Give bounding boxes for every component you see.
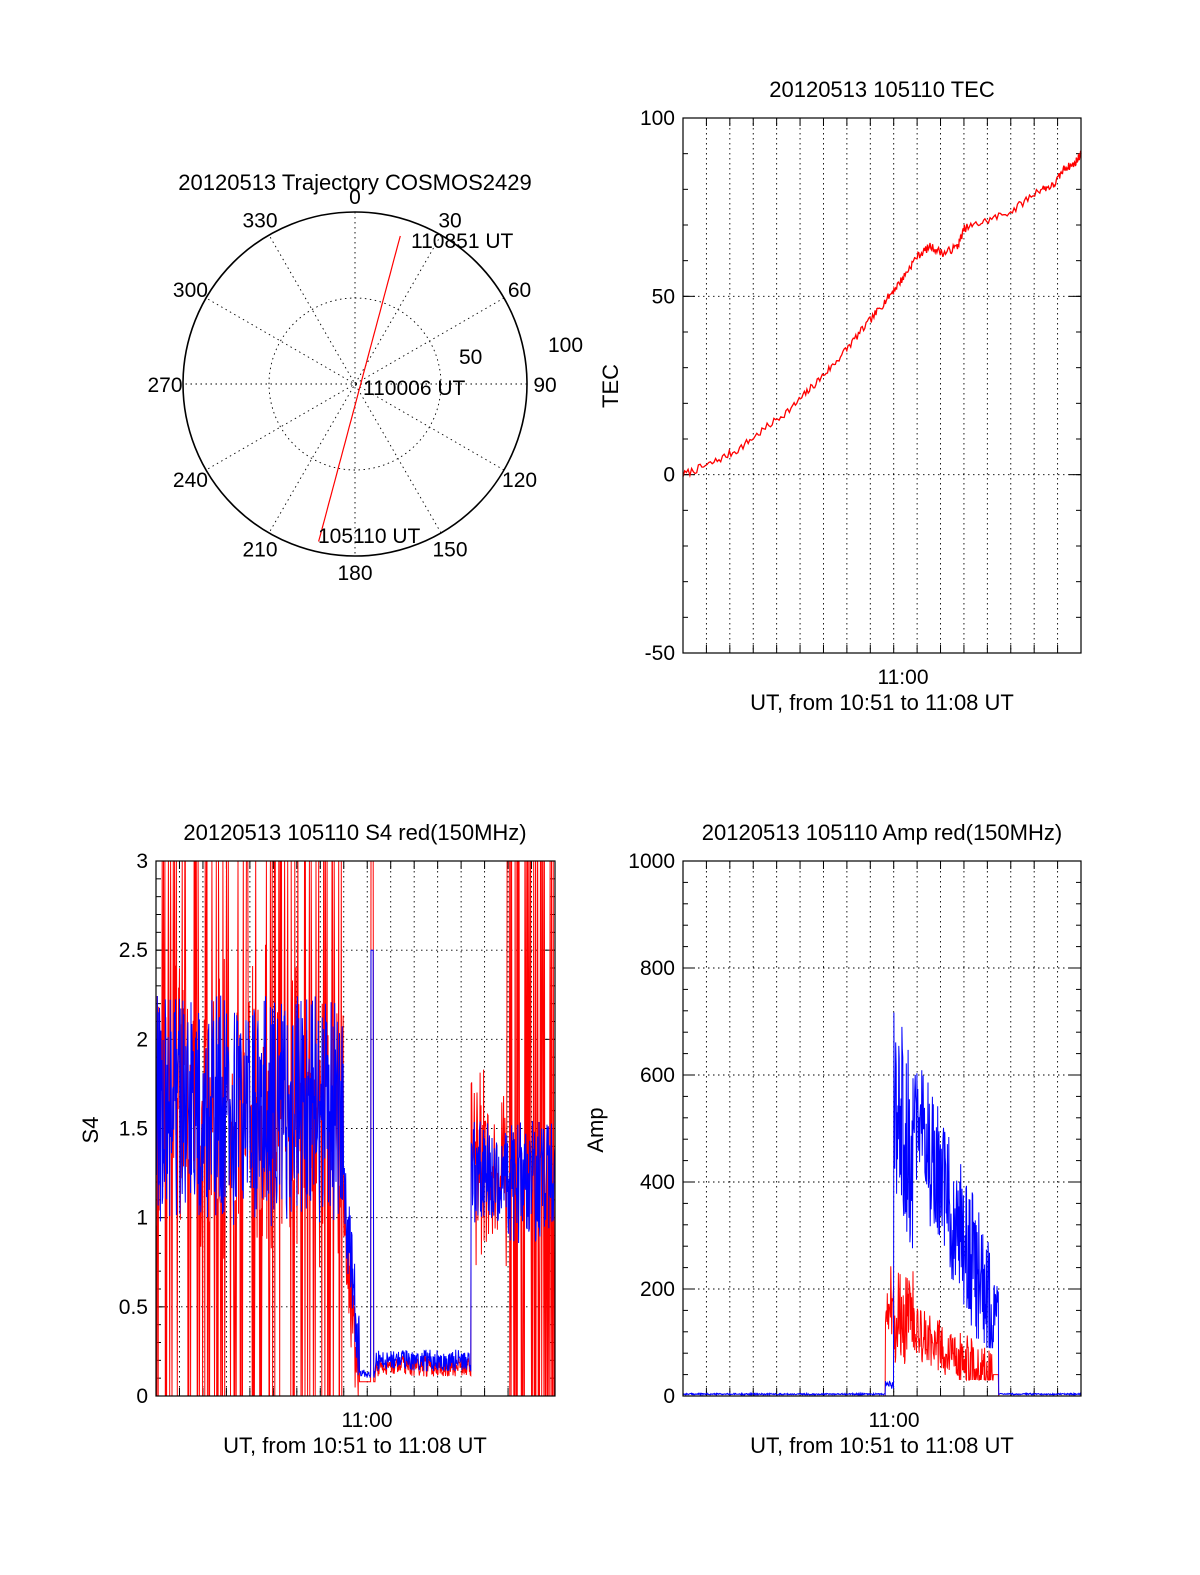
s4-chart: 20120513 105110 S4 red(150MHz) 0 0.5 1 1.5 2…	[78, 820, 556, 1458]
polar-trajectory-line	[318, 235, 401, 542]
polar-angle-label: 60	[508, 279, 531, 302]
amp-x-axis-label: UT, from 10:51 to 11:08 UT	[750, 1433, 1014, 1458]
y-tick-label: 0	[136, 1385, 148, 1408]
y-tick-label: 50	[652, 285, 675, 308]
amp-plot-frame	[682, 860, 1082, 1397]
amp-grid	[683, 861, 1082, 1396]
tec-x-tick-label: 11:00	[878, 666, 929, 689]
amp-series-blue	[683, 1012, 1082, 1397]
trajectory-mid-label: 110006 UT	[363, 377, 466, 400]
amp-title: 20120513 105110 Amp red(150MHz)	[702, 820, 1062, 845]
polar-angle-label: 270	[147, 374, 182, 397]
polar-radial-label-100: 100	[548, 334, 583, 357]
tec-title: 20120513 105110 TEC	[769, 77, 995, 102]
polar-angle-label: 150	[432, 539, 467, 562]
y-tick-label: 0	[663, 464, 675, 487]
polar-angle-label: 120	[502, 469, 537, 492]
tec-grid	[683, 118, 1082, 653]
tec-y-tick-labels: -50 0 50 100	[640, 107, 675, 665]
s4-series-blue	[155, 949, 556, 1378]
polar-angle-label: 180	[337, 562, 372, 585]
amp-x-tick-label: 11:00	[869, 1409, 920, 1432]
s4-title: 20120513 105110 S4 red(150MHz)	[183, 820, 526, 845]
s4-y-axis-label: S4	[78, 1117, 103, 1144]
y-tick-label: 1.5	[119, 1118, 148, 1141]
tec-chart: 20120513 105110 TEC -50 0 50 100 11:00 UT, …	[598, 77, 1082, 715]
amp-y-tick-labels: 0 200 400 600 800 1000	[628, 850, 675, 1408]
tec-plot-frame	[682, 117, 1082, 654]
polar-angle-label: 330	[242, 209, 277, 232]
y-tick-label: 0	[663, 1385, 675, 1408]
amp-ticks	[683, 860, 1082, 1397]
trajectory-start-label: 105110 UT	[318, 525, 421, 548]
polar-angle-labels: 0 30 60 90 120 150 180 210 240 270 300 330	[147, 186, 556, 585]
s4-x-tick-label: 11:00	[342, 1409, 393, 1432]
tec-x-axis-label: UT, from 10:51 to 11:08 UT	[750, 690, 1014, 715]
tec-y-axis-label: TEC	[598, 364, 623, 408]
y-tick-label: 800	[640, 957, 675, 980]
y-tick-label: 1000	[628, 850, 675, 873]
polar-angle-label: 0	[349, 186, 361, 209]
polar-radial-label-50: 50	[459, 346, 482, 369]
s4-plot-frame	[155, 860, 556, 1397]
polar-angle-label: 210	[242, 539, 277, 562]
polar-title: 20120513 Trajectory COSMOS2429	[178, 170, 531, 195]
amp-chart: 20120513 105110 Amp red(150MHz) 0 200 400 6…	[583, 820, 1082, 1458]
y-tick-label: 100	[640, 107, 675, 130]
s4-y-tick-labels: 0 0.5 1 1.5 2 2.5 3	[119, 850, 148, 1408]
y-tick-label: 400	[640, 1171, 675, 1194]
y-tick-label: -50	[645, 642, 675, 665]
y-tick-label: 3	[136, 850, 148, 873]
trajectory-end-label: 110851 UT	[411, 230, 514, 253]
tec-ticks	[683, 117, 1082, 654]
y-tick-label: 2	[136, 1028, 148, 1051]
amp-y-axis-label: Amp	[583, 1107, 608, 1152]
polar-chart: 20120513 Trajectory COSMOS2429 0 30 60 90 12…	[147, 170, 583, 585]
y-tick-label: 2.5	[119, 939, 148, 962]
polar-angle-label: 240	[173, 469, 208, 492]
s4-x-axis-label: UT, from 10:51 to 11:08 UT	[223, 1433, 487, 1458]
amp-series-red	[683, 1266, 1081, 1397]
polar-angle-label: 300	[173, 279, 208, 302]
polar-angle-label: 30	[438, 209, 461, 232]
polar-angle-label: 90	[533, 374, 556, 397]
y-tick-label: 600	[640, 1064, 675, 1087]
polar-grid	[183, 212, 527, 556]
y-tick-label: 1	[136, 1207, 148, 1230]
y-tick-label: 0.5	[119, 1296, 148, 1319]
y-tick-label: 200	[640, 1278, 675, 1301]
polar-outer-circle	[182, 211, 528, 557]
tec-series-red	[682, 150, 1082, 479]
